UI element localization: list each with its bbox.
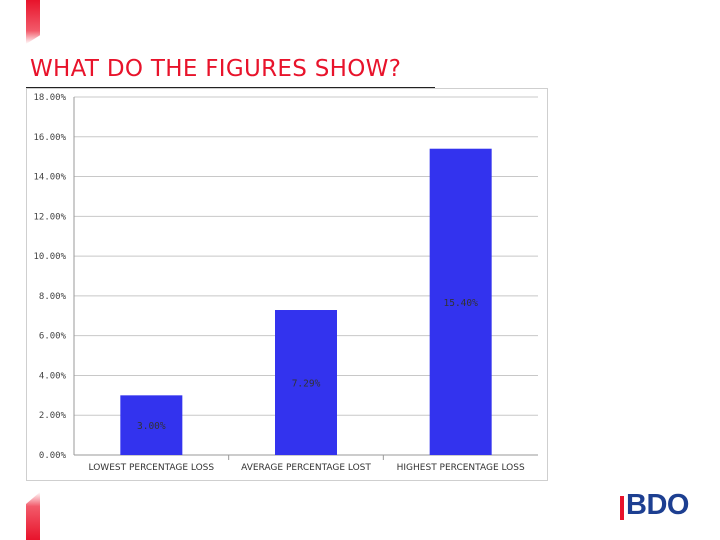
page-title: WHAT DO THE FIGURES SHOW?	[30, 56, 402, 82]
data-label: 7.29%	[292, 379, 321, 390]
data-label: 15.40%	[444, 298, 479, 309]
logo-text: BDO	[626, 489, 689, 521]
y-tick-label: 8.00%	[39, 292, 67, 302]
y-tick-label: 4.00%	[39, 371, 67, 381]
x-tick-label: LOWEST PERCENTAGE LOSS	[89, 463, 215, 473]
bar	[120, 395, 183, 455]
y-tick-label: 18.00%	[33, 93, 66, 103]
y-tick-label: 12.00%	[33, 212, 66, 222]
bottom-red-accent	[26, 492, 40, 540]
top-red-accent	[26, 0, 40, 44]
y-tick-labels: 0.00% 2.00% 4.00% 6.00% 8.00% 10.00% 12.00% 14.…	[33, 93, 66, 461]
category-labels: LOWEST PERCENTAGE LOSS AVERAGE PERCENTAGE…	[89, 463, 525, 473]
data-labels: 3.00% 7.29% 15.40%	[137, 298, 478, 432]
y-tick-label: 16.00%	[33, 133, 66, 143]
bar	[275, 310, 337, 455]
bdo-logo: BDO	[620, 488, 698, 522]
logo-red-bar	[620, 496, 624, 520]
y-tick-label: 10.00%	[33, 252, 66, 262]
bars	[120, 148, 492, 455]
y-tick-label: 14.00%	[33, 173, 66, 183]
y-tick-label: 0.00%	[39, 451, 67, 461]
data-label: 3.00%	[137, 421, 166, 432]
y-tick-label: 6.00%	[39, 332, 67, 342]
x-tick-label: AVERAGE PERCENTAGE LOST	[241, 463, 371, 473]
bar	[429, 148, 492, 455]
y-tick-label: 2.00%	[39, 411, 67, 421]
x-tick-label: HIGHEST PERCENTAGE LOSS	[397, 463, 525, 473]
